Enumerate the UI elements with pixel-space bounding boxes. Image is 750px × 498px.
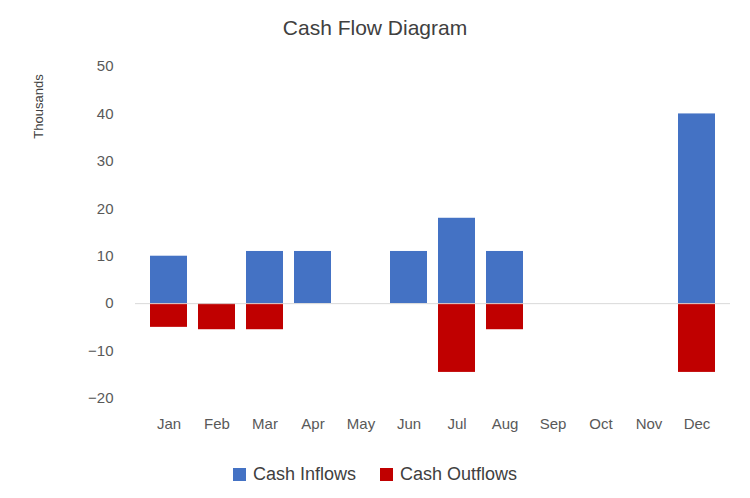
html-text:Cash Inflows: Cash Inflows [253, 463, 356, 484]
svg-text:0: 0 [105, 294, 113, 311]
svg-text:Oct: Oct [589, 415, 613, 432]
html-text:Cash Outflows: Cash Outflows [400, 463, 517, 484]
svg-text:20: 20 [97, 200, 114, 217]
svg-text:Dec: Dec [684, 415, 711, 432]
svg-text:Jan: Jan [157, 415, 181, 432]
svg-text:30: 30 [97, 152, 114, 169]
svg-text:Jul: Jul [447, 415, 466, 432]
html-text:Cash Flow Diagram: Cash Flow Diagram [282, 16, 468, 39]
svg-text:May: May [347, 415, 376, 432]
svg-text:Mar: Mar [252, 415, 278, 432]
svg-text:40: 40 [97, 105, 114, 122]
svg-text:Apr: Apr [301, 415, 324, 432]
svg-text:50: 50 [97, 57, 114, 74]
svg-text:Feb: Feb [204, 415, 230, 432]
svg-text:Thousands: Thousands [31, 74, 46, 139]
svg-text:10: 10 [97, 247, 114, 264]
svg-text:Aug: Aug [492, 415, 519, 432]
svg-text:−20: −20 [88, 389, 113, 406]
svg-text:Nov: Nov [636, 415, 663, 432]
svg-text:Sep: Sep [540, 415, 567, 432]
svg-text:−10: −10 [88, 342, 113, 359]
svg-text:Jun: Jun [397, 415, 421, 432]
